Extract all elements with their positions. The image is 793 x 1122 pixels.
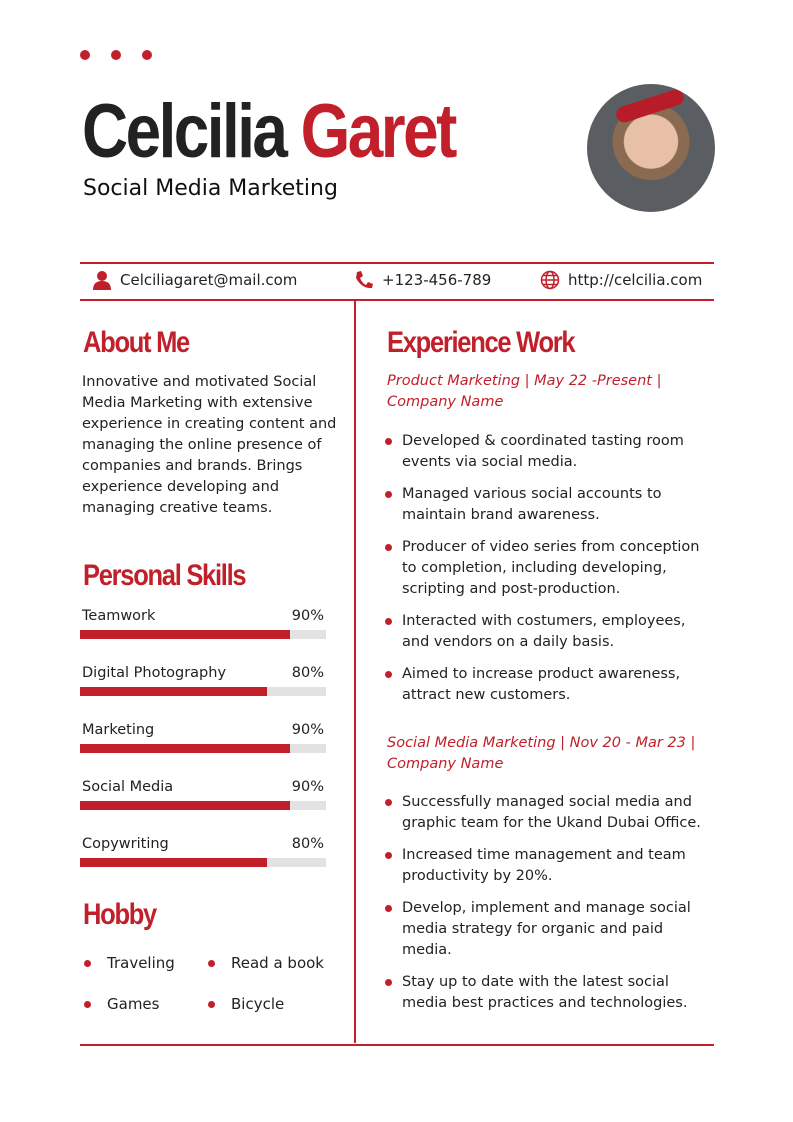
full-name: Celcilia Garet [82,89,458,174]
skill-bar [80,858,326,867]
skill-bar-fill [80,744,291,753]
column-divider [354,300,356,1043]
skill-bar-fill [80,801,291,810]
skill-percent: 90% [291,722,324,738]
skill-bar [80,801,326,810]
website-link[interactable]: http://celcilia.com [568,271,703,289]
first-name: Celcilia [82,89,288,174]
about-text: Innovative and motivated Social Media Ma… [82,374,337,516]
contact-phone: +123-456-789 [354,270,491,290]
job-bullet: Producer of video series from conception… [384,537,714,600]
job-title-2: Social Media Marketing | Nov 20 - Mar 23… [387,735,696,772]
hobby-label: Read a book [231,954,324,972]
skill-bar [80,687,326,696]
skill-bar [80,630,326,639]
globe-icon [540,270,560,290]
job-bullet: Increased time management and team produ… [384,845,714,887]
hobby-heading: Hobby [83,898,157,931]
hobby-label: Traveling [107,954,175,972]
skill-percent: 80% [291,836,324,852]
skill-bar-fill [80,687,267,696]
skill-label: Social Media [82,779,174,795]
skill-item: Marketing 90% [80,722,326,753]
contact-website: http://celcilia.com [540,270,702,290]
skill-item: Digital Photography 80% [80,665,326,696]
hobby-item: Games [84,995,159,1013]
skill-percent: 90% [291,608,324,624]
job-bullet: Interacted with costumers, employees, an… [384,611,714,653]
phone-icon [356,271,373,289]
skill-bar-fill [80,858,267,867]
phone-text: +123-456-789 [382,271,492,289]
skill-percent: 90% [291,779,324,795]
job-bullet: Successfully managed social media and gr… [384,792,714,834]
skills-heading: Personal Skills [83,559,247,592]
job-title: Social Media Marketing [83,176,338,201]
decor-dot [111,50,121,60]
decor-dot [80,50,90,60]
divider [80,262,714,264]
divider [80,1044,714,1046]
about-heading: About Me [83,326,190,359]
skill-bar-fill [80,630,291,639]
hobby-label: Games [107,995,160,1013]
profile-photo [587,84,715,212]
job-bullet: Developed & coordinated tasting room eve… [384,431,714,473]
skill-bar [80,744,326,753]
skill-percent: 80% [291,665,324,681]
job-bullet: Managed various social accounts to maint… [384,484,714,526]
hobby-label: Bicycle [231,995,285,1013]
skill-label: Marketing [82,722,155,738]
skill-item: Social Media 90% [80,779,326,810]
experience-heading: Experience Work [387,326,576,359]
hobby-item: Read a book [208,954,324,972]
job-title-1: Product Marketing | May 22 -Present | Co… [387,373,662,410]
job-bullet: Stay up to date with the latest social m… [384,972,714,1014]
job-1-bullets: Developed & coordinated tasting room eve… [384,431,714,717]
job-2-bullets: Successfully managed social media and gr… [384,792,714,1025]
skill-item: Teamwork 90% [80,608,326,639]
decor-dot [142,50,152,60]
skill-label: Copywriting [82,836,169,852]
job-bullet: Develop, implement and manage social med… [384,898,714,961]
skill-label: Digital Photography [82,665,227,681]
email-text[interactable]: Celciliagaret@mail.com [120,271,298,289]
skill-label: Teamwork [82,608,156,624]
person-icon [93,271,111,290]
last-name: Garet [300,89,458,174]
hobby-item: Traveling [84,954,175,972]
contact-email: Celciliagaret@mail.com [92,270,297,290]
job-bullet: Aimed to increase product awareness, att… [384,664,714,706]
divider [80,299,714,301]
skill-item: Copywriting 80% [80,836,326,867]
hobby-item: Bicycle [208,995,284,1013]
